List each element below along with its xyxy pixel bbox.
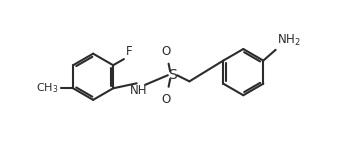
- Text: O: O: [161, 93, 170, 106]
- Text: O: O: [161, 45, 170, 57]
- Text: F: F: [125, 45, 132, 57]
- Text: NH$_2$: NH$_2$: [277, 32, 301, 48]
- Text: NH: NH: [130, 84, 148, 97]
- Text: CH$_3$: CH$_3$: [36, 81, 58, 95]
- Text: S: S: [168, 68, 177, 82]
